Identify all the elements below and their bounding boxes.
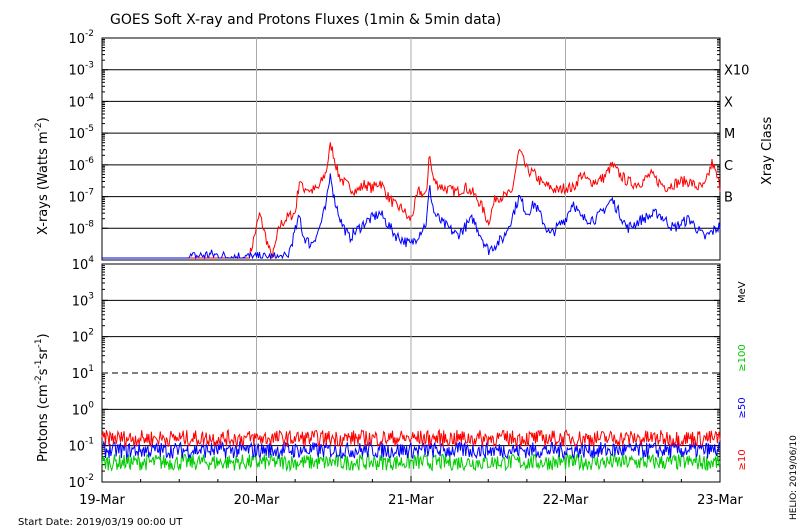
proton-y-axis-label: Protons (cm-2s-1sr-1): [34, 333, 51, 462]
xray-y-tick-label: 10-4: [68, 92, 94, 110]
xray-class-c: C: [724, 159, 733, 174]
helio-credit: HELIO: 2019/06/10: [789, 435, 799, 520]
proton-y-tick-label: 104: [72, 255, 95, 273]
xray-class-m: M: [724, 127, 735, 142]
x-tick-label: 23-Mar: [697, 493, 743, 508]
proton-y-tick-label: 10-2: [68, 473, 94, 491]
xray-y-tick-label: 10-2: [68, 29, 94, 47]
xray-y-tick-label: 10-5: [68, 124, 94, 142]
xray-class-x: X: [724, 95, 733, 110]
proton-units-label: MeV: [737, 281, 748, 303]
proton-series-line: [101, 452, 721, 473]
proton-energy-label: ≥50: [737, 397, 748, 418]
chart-title: GOES Soft X-ray and Protons Fluxes (1min…: [110, 12, 501, 28]
xray-y-tick-label: 10-6: [68, 156, 94, 174]
proton-y-tick-label: 103: [72, 291, 94, 309]
proton-panel: 10-2 10-1 100 101 102 103 104 ≥100 ≥50 ≥10 MeV P…: [34, 255, 748, 491]
xray-class-b: B: [724, 191, 733, 206]
x-tick-label: 19-Mar: [79, 493, 125, 508]
proton-energy-label: ≥10: [737, 449, 748, 470]
start-date-label: Start Date: 2019/03/19 00:00 UT: [18, 517, 183, 528]
xray-y-tick-label: 10-8: [68, 219, 94, 237]
xray-y-tick-label: 10-3: [68, 61, 94, 79]
proton-y-tick-label: 10-1: [68, 437, 94, 455]
proton-y-tick-label: 102: [72, 328, 94, 346]
xray-short-channel-line: [102, 173, 721, 260]
xray-y-tick-label: 10-7: [68, 188, 94, 206]
x-tick-label: 21-Mar: [388, 493, 434, 508]
xray-y-axis-label: X-rays (Watts m-2): [34, 117, 51, 235]
proton-y-tick-label: 100: [72, 400, 95, 418]
proton-series-line: [101, 428, 721, 448]
xray-class-axis-label: Xray Class: [760, 117, 775, 185]
xray-class-x10: X10: [724, 64, 749, 79]
xray-panel: 10-8 10-7 10-6 10-5 10-4 10-3 10-2 X10 X M C B Xra…: [34, 29, 775, 261]
proton-energy-label: ≥100: [737, 344, 748, 371]
x-tick-label: 20-Mar: [234, 493, 280, 508]
proton-y-tick-label: 101: [72, 364, 94, 382]
proton-series-line: [101, 440, 721, 460]
x-tick-label: 22-Mar: [543, 493, 589, 508]
